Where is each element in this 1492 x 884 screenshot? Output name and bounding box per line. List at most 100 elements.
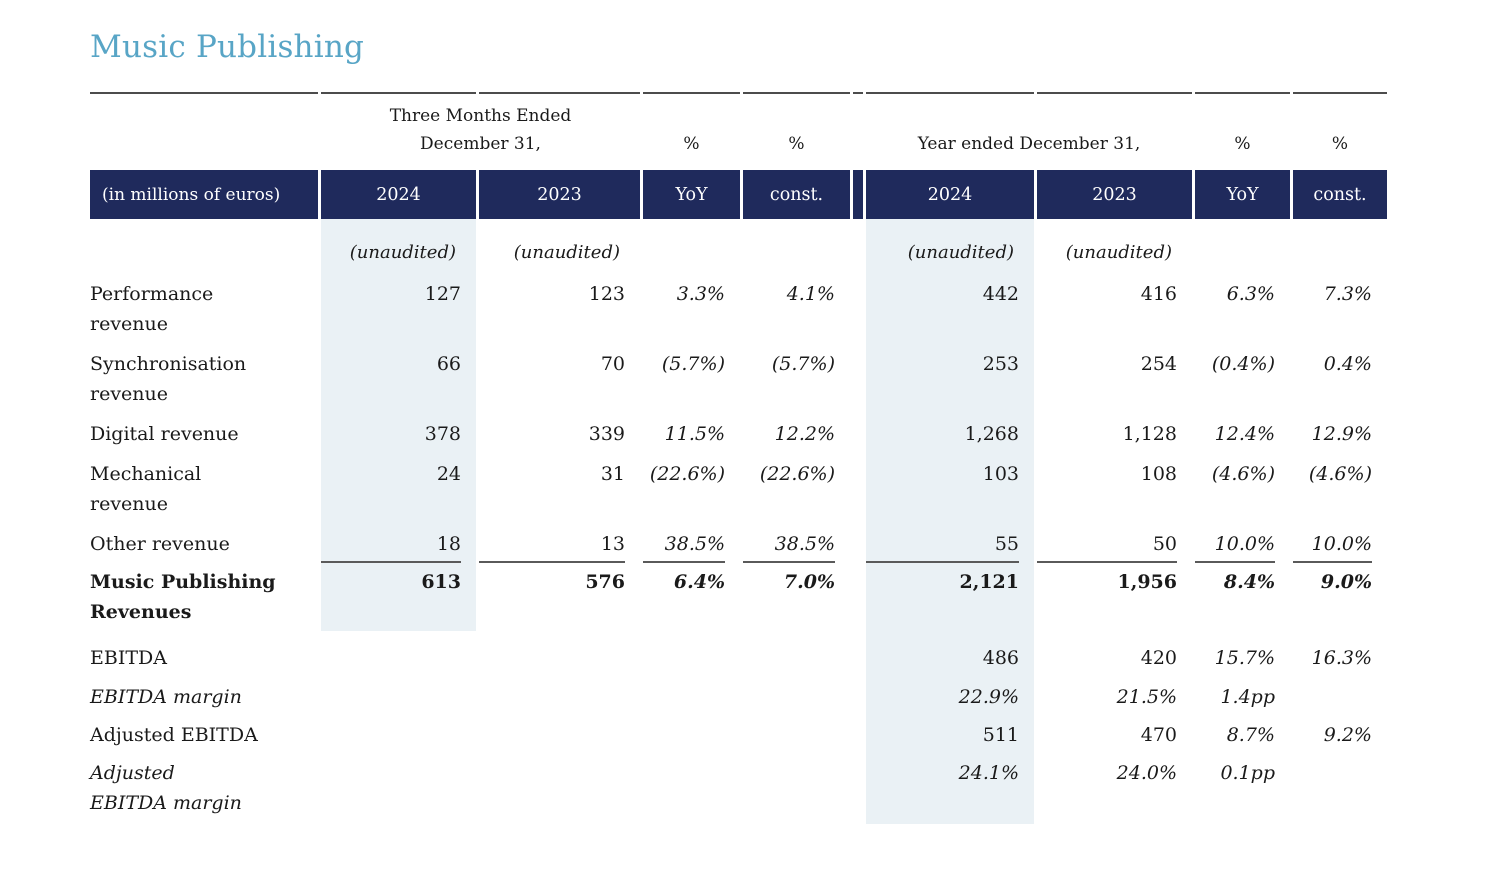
cell-quarter-const: 4.1% <box>786 283 835 305</box>
cell-year-const: (4.6%) <box>1308 463 1372 485</box>
cell-year-2023: 50 <box>1037 529 1192 563</box>
cell-quarter-yoy: 38.5% <box>643 529 740 563</box>
report-page: Music Publishing Three Months Ended Dece… <box>0 28 1387 824</box>
quarter-period-line1: Three Months Ended <box>389 106 572 126</box>
rule-segment <box>321 92 476 94</box>
table-row: EBITDA margin 22.9% 21.5% 1.4pp <box>90 682 1387 712</box>
cell-year-yoy: 8.4% <box>1223 571 1275 593</box>
cell-divider-spacer <box>853 567 863 627</box>
cell-quarter-2023 <box>479 720 640 750</box>
cell-year-2023: 24.0% <box>1116 762 1177 784</box>
table-row: Synchronisation revenue 66 70 (5.7%) (5.… <box>90 349 1387 409</box>
header-divider-strip <box>853 170 863 219</box>
cell-quarter-2023: 123 <box>588 283 625 305</box>
cell-year-const: 16.3% <box>1311 647 1372 669</box>
cell-quarter-yoy <box>643 758 740 818</box>
cell-quarter-2024 <box>321 643 476 673</box>
cell-quarter-yoy: 11.5% <box>664 423 725 445</box>
cell-quarter-2023: 31 <box>600 463 625 485</box>
cell-year-2023: 470 <box>1140 724 1177 746</box>
quarter-yoy-percent-sign: % <box>683 134 700 154</box>
data-rows: Performance revenue 127 123 3.3% 4.1% 44… <box>90 279 1387 818</box>
page-title: Music Publishing <box>90 29 365 65</box>
cell-divider-spacer <box>853 682 863 712</box>
row-label: Adjusted EBITDA margin <box>90 762 242 814</box>
cell-year-2023: 1,128 <box>1122 423 1177 445</box>
cell-year-const: 7.3% <box>1323 283 1372 305</box>
rule-segment <box>90 92 318 94</box>
cell-quarter-2024: 378 <box>424 423 461 445</box>
cell-quarter-2023: 576 <box>585 571 625 593</box>
cell-year-const: 9.2% <box>1323 724 1372 746</box>
column-header-year-yoy: YoY <box>1195 170 1290 219</box>
cell-quarter-const <box>743 682 850 712</box>
year-yoy-percent-sign: % <box>1234 134 1251 154</box>
table-column-header-row: (in millions of euros) 2024 2023 YoY con… <box>90 170 1387 219</box>
period-header-line1: Three Months Ended <box>90 94 1387 130</box>
cell-year-yoy: 8.7% <box>1226 724 1275 746</box>
cell-year-2024: 22.9% <box>958 686 1019 708</box>
row-label: Music Publishing Revenues <box>90 571 276 623</box>
cell-quarter-2024 <box>321 720 476 750</box>
cell-year-2023: 416 <box>1140 283 1177 305</box>
cell-year-2023: 420 <box>1140 647 1177 669</box>
cell-quarter-2024 <box>321 682 476 712</box>
cell-quarter-yoy: (22.6%) <box>649 463 725 485</box>
rule-segment <box>479 92 640 94</box>
cell-year-yoy: 6.3% <box>1226 283 1275 305</box>
cell-quarter-const <box>743 758 850 818</box>
row-label: EBITDA <box>90 647 167 669</box>
cell-year-2024: 486 <box>982 647 1019 669</box>
row-label: Mechanical revenue <box>90 463 202 515</box>
cell-quarter-2023: 13 <box>479 529 640 563</box>
table-row: Digital revenue 378 339 11.5% 12.2% 1,26… <box>90 419 1387 449</box>
cell-divider-spacer <box>853 349 863 409</box>
cell-divider-spacer <box>853 529 863 559</box>
column-header-quarter-const: const. <box>743 170 850 219</box>
cell-quarter-2023: 70 <box>600 353 625 375</box>
cell-quarter-2024: 66 <box>436 353 461 375</box>
cell-year-const: 12.9% <box>1311 423 1372 445</box>
quarter-period-line2: December 31, <box>420 134 541 154</box>
cell-year-yoy: 10.0% <box>1195 529 1290 563</box>
column-header-quarter-2023: 2023 <box>479 170 640 219</box>
cell-quarter-2023 <box>479 758 640 818</box>
cell-year-2023: 254 <box>1140 353 1177 375</box>
table-row: Adjusted EBITDA margin 24.1% 24.0% 0.1pp <box>90 758 1387 818</box>
unaudited-row: (unaudited) (unaudited) (unaudited) (una… <box>90 219 1387 267</box>
rule-segment <box>743 92 850 94</box>
year-2024-column-shading <box>866 219 1034 824</box>
cell-divider-spacer <box>853 758 863 818</box>
column-header-quarter-2024: 2024 <box>321 170 476 219</box>
cell-quarter-const <box>743 720 850 750</box>
cell-quarter-const: 38.5% <box>743 529 850 563</box>
cell-quarter-2024: 127 <box>424 283 461 305</box>
cell-year-const: 10.0% <box>1293 529 1387 563</box>
table-row: EBITDA 486 420 15.7% 16.3% <box>90 643 1387 673</box>
cell-year-2024: 442 <box>982 283 1019 305</box>
rule-segment <box>643 92 740 94</box>
cell-quarter-const: (22.6%) <box>759 463 835 485</box>
cell-year-2023: 21.5% <box>1116 686 1177 708</box>
cell-quarter-2023: 339 <box>588 423 625 445</box>
cell-quarter-yoy: (5.7%) <box>661 353 725 375</box>
cell-year-2024: 24.1% <box>958 762 1019 784</box>
cell-quarter-2023 <box>479 682 640 712</box>
cell-year-2024: 1,268 <box>964 423 1019 445</box>
cell-quarter-yoy <box>643 682 740 712</box>
quarter-const-percent-sign: % <box>788 134 805 154</box>
unaudited-quarter-2024: (unaudited) <box>349 242 456 263</box>
rule-segment <box>866 92 1034 94</box>
cell-divider-spacer <box>853 419 863 449</box>
table-row: Music Publishing Revenues 613 576 6.4% 7… <box>90 567 1387 627</box>
row-label: Synchronisation revenue <box>90 353 247 405</box>
table-row: Other revenue 18 13 38.5% 38.5% 55 50 10… <box>90 529 1387 565</box>
cell-quarter-2023 <box>479 643 640 673</box>
row-label: EBITDA margin <box>90 686 242 708</box>
cell-year-2024: 511 <box>982 724 1019 746</box>
row-label: Digital revenue <box>90 423 239 445</box>
rule-segment <box>1293 92 1387 94</box>
rule-segment <box>1037 92 1192 94</box>
cell-quarter-const: 12.2% <box>774 423 835 445</box>
cell-year-const <box>1293 758 1387 818</box>
